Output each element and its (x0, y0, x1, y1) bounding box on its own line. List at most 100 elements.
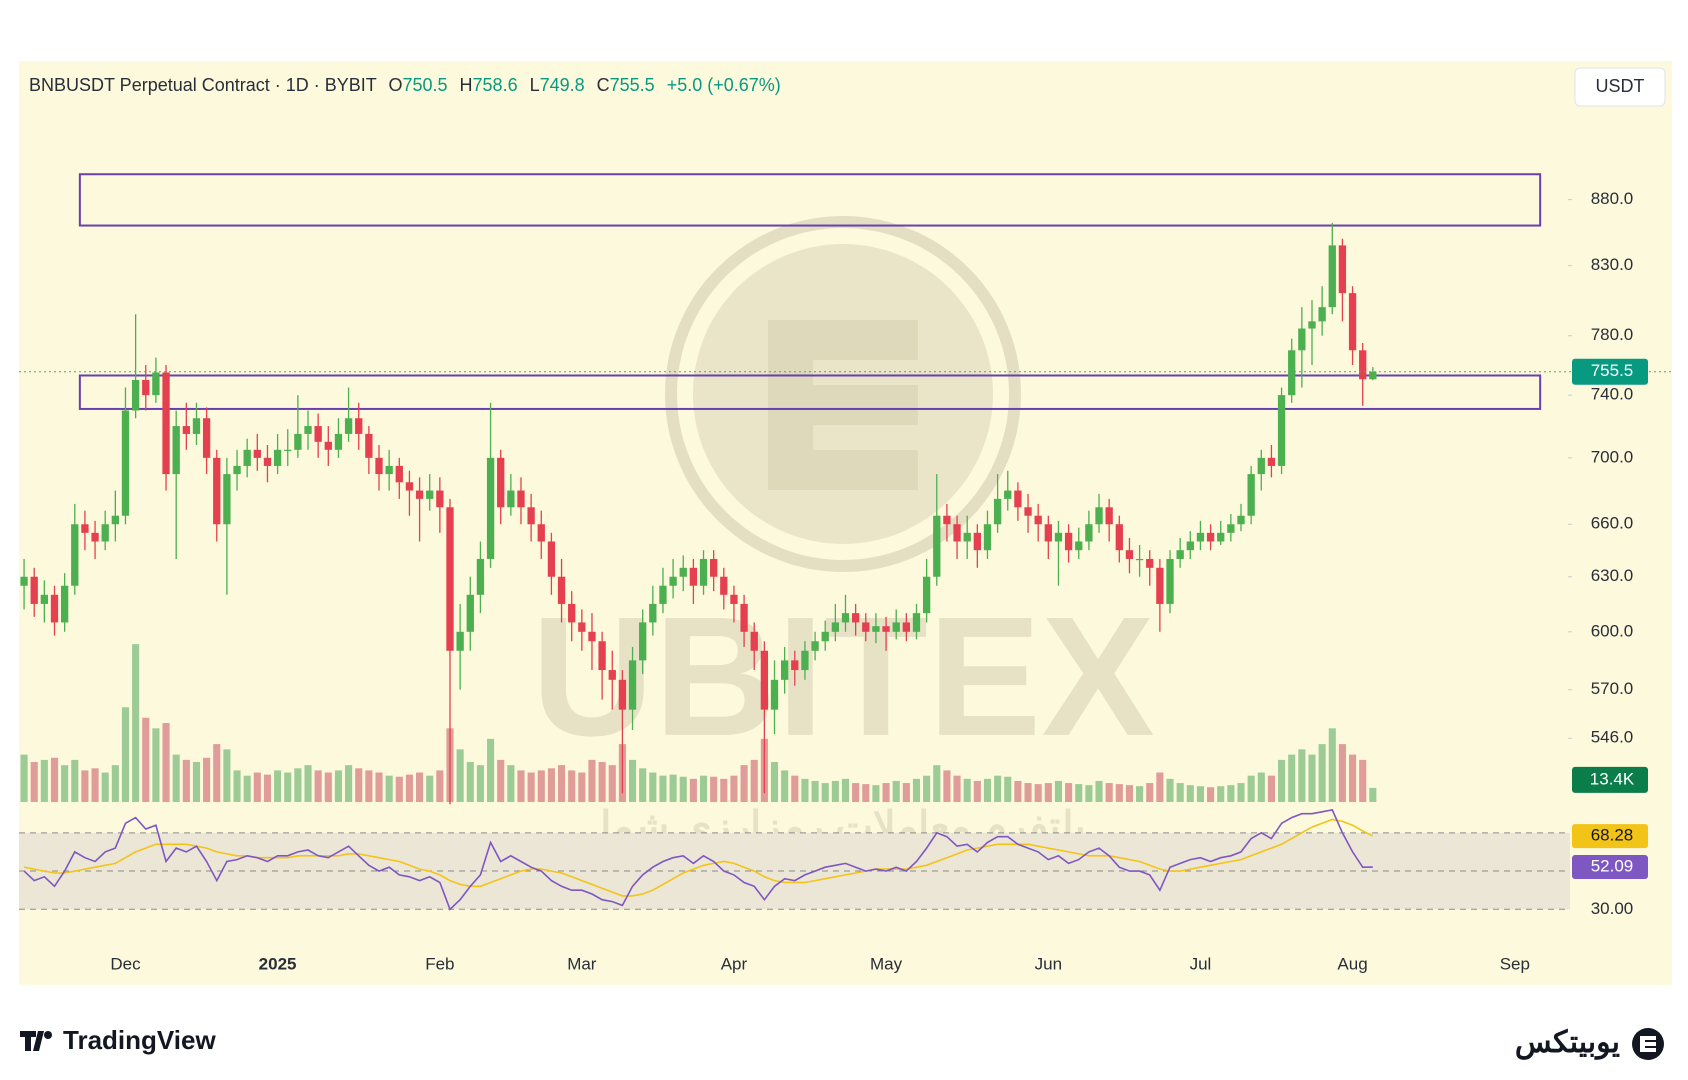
candle-body (486, 457, 495, 559)
candle-body (568, 603, 576, 623)
y-tick-label: 600.0 (1591, 621, 1634, 640)
candle-body (1247, 474, 1255, 516)
candle-body (60, 585, 69, 623)
candle-body (649, 603, 657, 623)
volume-bar (902, 783, 910, 802)
x-tick-label: May (870, 954, 903, 973)
candle-body (202, 418, 211, 458)
volume-bar (1349, 754, 1357, 802)
volume-bar (1105, 783, 1113, 802)
volume-bar (730, 775, 738, 802)
candle-body (142, 379, 150, 396)
rsi-tick-label: 30.00 (1591, 899, 1634, 918)
volume-bar (669, 774, 677, 802)
candle-body (253, 449, 261, 458)
volume-bar (1227, 785, 1235, 802)
volume-bar (71, 759, 79, 802)
x-tick-label: Aug (1337, 954, 1367, 973)
volume-bar (1308, 754, 1316, 802)
candle-body (304, 426, 312, 434)
volume-bar (568, 770, 576, 802)
tradingview-icon (20, 1031, 44, 1051)
volume-bar (294, 768, 302, 802)
zone (78, 374, 1542, 410)
candle-body (1227, 524, 1235, 533)
currency-button[interactable] (1574, 67, 1666, 107)
candle-body (415, 490, 424, 499)
candle-body (233, 465, 241, 475)
watermark-mark (768, 320, 918, 490)
candle-body (1186, 541, 1194, 551)
volume-bar (81, 770, 89, 802)
volume-bar (324, 772, 332, 802)
y-tick-label: 830.0 (1591, 255, 1634, 274)
candle-body (1257, 457, 1265, 475)
volume-bar (1044, 783, 1052, 802)
volume-bar (1125, 785, 1134, 802)
volume-bar (507, 765, 515, 802)
x-tick-label: 2025 (259, 954, 297, 973)
ohlc-label: H (460, 75, 473, 95)
y-tick-label: 546.0 (1591, 728, 1634, 747)
candle-body (963, 532, 971, 542)
candle-body (71, 524, 79, 586)
x-tick-label: Sep (1500, 954, 1530, 973)
volume-bar (111, 765, 119, 802)
volume-bar (659, 775, 667, 802)
plot (19, 173, 1672, 805)
volume-bar (365, 770, 373, 802)
candle-body (91, 532, 99, 542)
watermark: UBITEX پلتفرم معاملات رمزارزی شما (531, 216, 1155, 851)
y-tick-label: 570.0 (1591, 679, 1634, 698)
ohlc-value: 755.5 (610, 75, 655, 95)
candle-body (121, 410, 130, 516)
candle-body (872, 626, 880, 632)
volume-bar (811, 780, 819, 802)
x-tick-label: Mar (567, 954, 597, 973)
volume-bar (628, 759, 637, 802)
volume-bar (1328, 728, 1336, 802)
volume-bar (527, 772, 535, 802)
candle-body (1115, 524, 1123, 551)
candle-body (1095, 507, 1103, 525)
volume-bar (578, 772, 586, 802)
candle-body (882, 626, 890, 632)
volume-bar (1014, 780, 1022, 802)
candle-body (476, 558, 485, 595)
currency-label[interactable]: USDT (1596, 76, 1645, 96)
watermark-ring (665, 216, 1021, 572)
x-tick-label: Feb (425, 954, 454, 973)
volume-bar (1034, 784, 1042, 802)
volume-bar (162, 723, 170, 802)
volume-bar (101, 772, 109, 802)
candle-body (1267, 457, 1276, 466)
rsi-value-box (1572, 824, 1648, 849)
volume-bar (1166, 778, 1174, 802)
volume-bar (923, 775, 931, 802)
footer-left: TradingView (63, 1025, 216, 1055)
volume-bar (253, 772, 261, 802)
candle-body (831, 622, 840, 632)
candle-body (436, 490, 444, 508)
candle-body (1277, 395, 1286, 466)
rsi-value-label: 52.09 (1591, 857, 1634, 876)
candle-body (791, 660, 799, 671)
candle-body (1359, 350, 1367, 380)
volume-bar (1156, 772, 1164, 802)
tradingview-icon-dot (44, 1031, 52, 1039)
candle-body (730, 594, 738, 604)
volume-bar (1359, 759, 1367, 802)
ohlc-label: O (388, 75, 402, 95)
volume-bar (1257, 772, 1265, 802)
candle-body (1338, 245, 1347, 294)
candle-body (902, 622, 910, 632)
candle-body (385, 465, 393, 475)
volume-bar (152, 728, 160, 802)
candle-body (1318, 307, 1326, 322)
volume-bar (142, 717, 150, 802)
volume-bar (375, 772, 383, 802)
volume-bar (821, 783, 829, 802)
candle-body (922, 576, 931, 614)
